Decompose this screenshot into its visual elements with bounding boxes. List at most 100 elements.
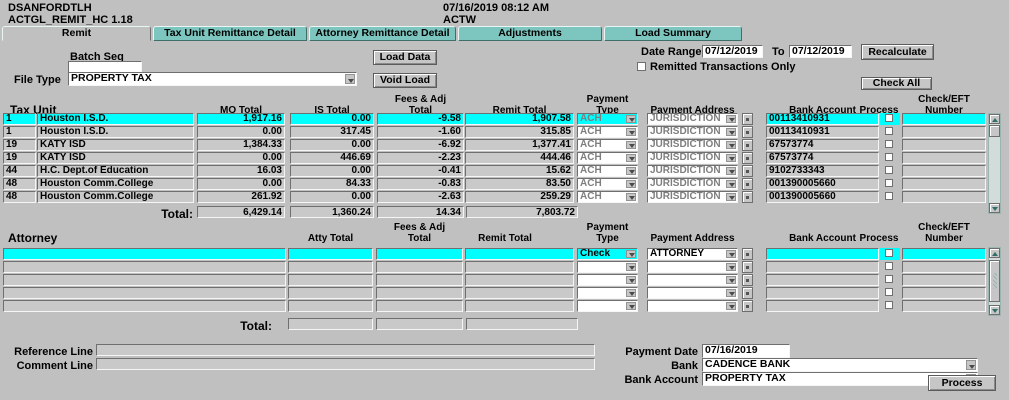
check-all-button[interactable]: Check All: [861, 77, 932, 90]
bank-account-cell[interactable]: 001390005660: [766, 191, 879, 203]
lov-button[interactable]: [742, 126, 753, 138]
chevron-down-icon[interactable]: [626, 263, 636, 271]
atty-total-cell[interactable]: [288, 261, 373, 273]
chevron-down-icon[interactable]: [726, 115, 736, 123]
is-total-cell[interactable]: 446.69: [290, 152, 374, 164]
process-checkbox[interactable]: [885, 140, 893, 148]
chevron-down-icon[interactable]: [726, 154, 736, 162]
payment-address-select[interactable]: JURISDICTION: [647, 113, 738, 125]
payment-type-select[interactable]: [577, 261, 638, 273]
void-load-button[interactable]: Void Load: [373, 73, 437, 88]
scroll-down-button[interactable]: [989, 305, 1000, 315]
attorney-row[interactable]: [0, 300, 1009, 313]
file-type-select[interactable]: PROPERTY TAX: [68, 72, 357, 86]
fees-adj-total-cell[interactable]: [376, 248, 463, 260]
lov-button[interactable]: [742, 191, 753, 203]
mo-total-cell[interactable]: 261.92: [197, 191, 285, 203]
remit-total-cell[interactable]: 444.46: [465, 152, 574, 164]
remitted-only-checkbox[interactable]: [637, 62, 646, 71]
attorney-row[interactable]: [0, 287, 1009, 300]
attorney-name-cell[interactable]: [3, 261, 286, 273]
chevron-down-icon[interactable]: [626, 302, 636, 310]
chevron-down-icon[interactable]: [626, 128, 636, 136]
remit-total-cell[interactable]: 83.50: [465, 178, 574, 190]
bank-account-cell[interactable]: [766, 261, 879, 273]
is-total-cell[interactable]: 0.00: [290, 113, 374, 125]
check-eft-number-cell[interactable]: [902, 139, 986, 151]
remit-total-cell[interactable]: [465, 287, 574, 299]
atty-total-cell[interactable]: [288, 274, 373, 286]
tax-unit-number-cell[interactable]: 1: [3, 126, 36, 138]
fees-adj-total-cell[interactable]: -0.83: [377, 178, 464, 190]
payment-type-select[interactable]: ACH: [577, 113, 638, 125]
remit-total-cell[interactable]: 15.62: [465, 165, 574, 177]
chevron-down-icon[interactable]: [626, 180, 636, 188]
tax-unit-number-cell[interactable]: 48: [3, 191, 36, 203]
lov-button[interactable]: [742, 113, 753, 125]
check-eft-number-cell[interactable]: [902, 274, 986, 286]
bank-account-cell[interactable]: 67573774: [766, 139, 879, 151]
tax-unit-name-cell[interactable]: Houston Comm.College: [37, 178, 194, 190]
chevron-down-icon[interactable]: [626, 167, 636, 175]
process-checkbox[interactable]: [885, 166, 893, 174]
chevron-down-icon[interactable]: [726, 180, 736, 188]
bank-account-cell[interactable]: 001390005660: [766, 178, 879, 190]
bank-account-cell[interactable]: 9102733343: [766, 165, 879, 177]
fees-adj-total-cell[interactable]: -6.92: [377, 139, 464, 151]
remit-total-cell[interactable]: 1,377.41: [465, 139, 574, 151]
tab-load-summary[interactable]: Load Summary: [604, 26, 742, 41]
fees-adj-total-cell[interactable]: [376, 287, 463, 299]
payment-address-select[interactable]: JURISDICTION: [647, 165, 738, 177]
chevron-down-icon[interactable]: [626, 141, 636, 149]
is-total-cell[interactable]: 0.00: [290, 165, 374, 177]
fees-adj-total-cell[interactable]: -2.23: [377, 152, 464, 164]
payment-type-select[interactable]: [577, 300, 638, 312]
payment-address-select[interactable]: JURISDICTION: [647, 152, 738, 164]
tax-unit-row[interactable]: 44 H.C. Dept.of Education 16.03 0.00 -0.…: [0, 165, 1009, 178]
check-eft-number-cell[interactable]: [902, 126, 986, 138]
process-checkbox[interactable]: [885, 114, 893, 122]
chevron-down-icon[interactable]: [726, 276, 736, 284]
is-total-cell[interactable]: 317.45: [290, 126, 374, 138]
check-eft-number-cell[interactable]: [902, 300, 986, 312]
mo-total-cell[interactable]: 1,384.33: [197, 139, 285, 151]
fees-adj-total-cell[interactable]: -0.41: [377, 165, 464, 177]
chevron-down-icon[interactable]: [626, 154, 636, 162]
chevron-down-icon[interactable]: [726, 141, 736, 149]
tax-unit-name-cell[interactable]: Houston I.S.D.: [37, 126, 194, 138]
payment-address-select[interactable]: JURISDICTION: [647, 139, 738, 151]
attorney-name-cell[interactable]: [3, 248, 286, 260]
chevron-down-icon[interactable]: [726, 128, 736, 136]
tax-unit-row[interactable]: 1 Houston I.S.D. 0.00 317.45 -1.60 315.8…: [0, 126, 1009, 139]
is-total-cell[interactable]: 0.00: [290, 139, 374, 151]
process-checkbox[interactable]: [885, 275, 893, 283]
tab-remit[interactable]: Remit: [2, 26, 151, 41]
mo-total-cell[interactable]: 0.00: [197, 178, 285, 190]
attorney-scrollbar[interactable]: [988, 247, 1001, 316]
attorney-name-cell[interactable]: [3, 274, 286, 286]
chevron-down-icon[interactable]: [345, 74, 355, 84]
atty-total-cell[interactable]: [288, 248, 373, 260]
fees-adj-total-cell[interactable]: -1.60: [377, 126, 464, 138]
attorney-row[interactable]: Check ATTORNEY: [0, 248, 1009, 261]
lov-button[interactable]: [742, 248, 753, 260]
date-to-input[interactable]: 07/12/2019: [789, 45, 852, 58]
date-from-input[interactable]: 07/12/2019: [702, 45, 763, 58]
payment-date-input[interactable]: 07/16/2019: [702, 344, 790, 358]
check-eft-number-cell[interactable]: [902, 178, 986, 190]
tax-unit-number-cell[interactable]: 44: [3, 165, 36, 177]
chevron-down-icon[interactable]: [966, 360, 976, 370]
fees-adj-total-cell[interactable]: -2.63: [377, 191, 464, 203]
chevron-down-icon[interactable]: [626, 289, 636, 297]
payment-type-select[interactable]: Check: [577, 248, 638, 260]
tax-unit-name-cell[interactable]: KATY ISD: [37, 152, 194, 164]
load-data-button[interactable]: Load Data: [373, 50, 437, 65]
tax-unit-row[interactable]: 48 Houston Comm.College 0.00 84.33 -0.83…: [0, 178, 1009, 191]
attorney-name-cell[interactable]: [3, 287, 286, 299]
scroll-up-button[interactable]: [989, 248, 1000, 258]
tax-unit-name-cell[interactable]: Houston Comm.College: [37, 191, 194, 203]
tab-adjustments[interactable]: Adjustments: [458, 26, 602, 41]
tax-unit-number-cell[interactable]: 19: [3, 139, 36, 151]
payment-address-select[interactable]: JURISDICTION: [647, 126, 738, 138]
payment-address-select[interactable]: [647, 261, 738, 273]
